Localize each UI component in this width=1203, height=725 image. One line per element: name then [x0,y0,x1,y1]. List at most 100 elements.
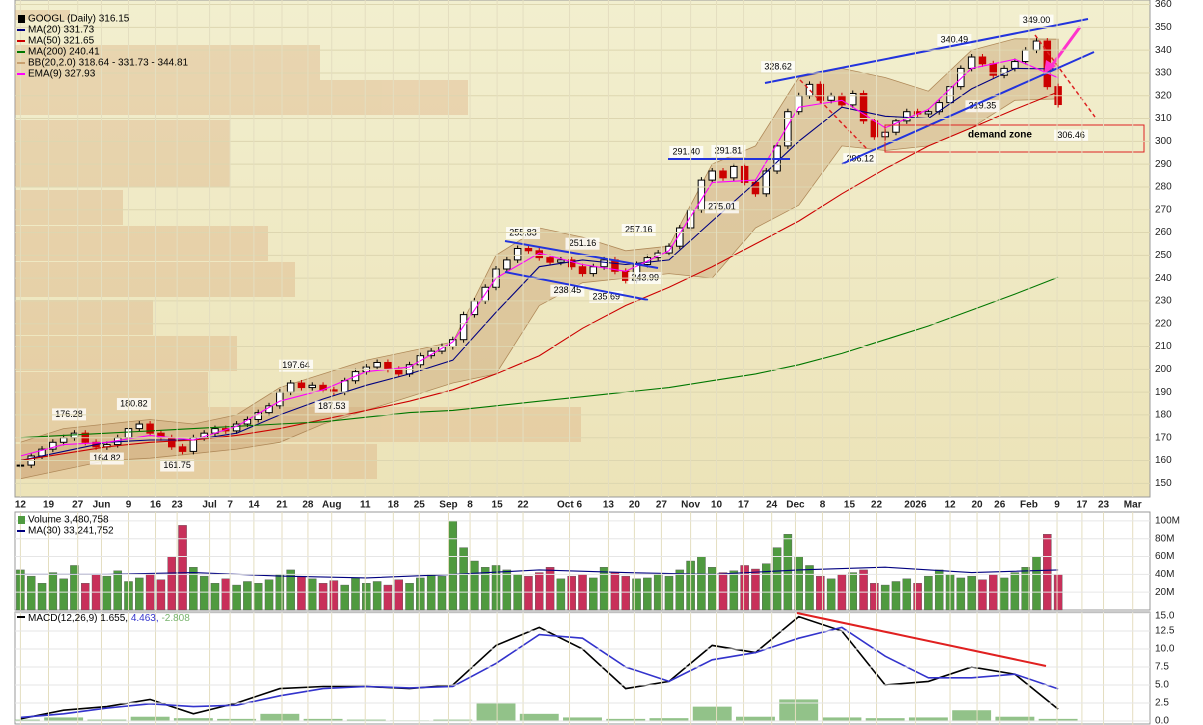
candle [665,245,673,254]
x-tick-label: 28 [302,500,314,511]
volume-bar [848,572,857,611]
macd-histogram-bar [433,719,473,722]
x-tick-label: 8 [820,500,826,511]
annotation: 291.40 [673,146,701,156]
x-tick-label: 7 [227,500,233,511]
volume-bar [524,575,533,611]
volume-bar [967,575,976,611]
volume-bar [1043,534,1052,611]
x-tick-label: 26 [994,500,1006,511]
x-tick-label: 21 [276,500,288,511]
candle [859,92,868,122]
volume-profile [15,10,581,479]
volume-bar [416,577,425,611]
annotation-box [116,398,151,411]
annotation: 197.64 [282,360,310,370]
volume-bar [999,577,1009,611]
x-tick-label: 25 [414,500,426,511]
y-tick-label: 0.0 [1155,716,1169,725]
annotation-box [761,61,796,74]
legend-entry: MA(30) 33,241,752 [28,526,114,537]
volume-bar [675,569,685,611]
macd-histogram-bar [606,718,646,722]
volume-bar [740,565,749,611]
x-tick-label: 15 [844,500,856,511]
annotation: 306.46 [1057,130,1085,140]
candle [178,446,187,452]
x-tick-label: 12 [15,500,27,511]
volume-bar [340,584,349,611]
volume-bar [610,572,620,611]
volume-bar [491,565,501,611]
y-tick-label: 220 [1155,318,1172,329]
volume-bar [308,578,317,611]
candle [135,423,144,430]
legend-entry: MA(200) 240.41 [28,47,100,58]
volume-bar [318,583,328,611]
volume-bar [210,583,220,611]
volume-bar [535,572,544,611]
candle [621,270,630,281]
legend-entry: MA(20) 331.73 [28,25,95,36]
x-tick-label: 23 [1098,500,1110,511]
volume-bar [1021,567,1030,611]
volume-bar [707,567,717,611]
x-tick-label: Jun [93,500,111,511]
macd-title: MACD(12,26,9) 1.655, 4.463, -2.808 [28,613,190,624]
volume-bar [26,575,36,611]
annotation: 340.49 [941,34,969,44]
volume-bar [383,584,393,611]
candle [978,56,987,65]
volume-bar [934,569,944,611]
y-tick-label: 360 [1155,0,1172,10]
annotation-box [669,145,704,158]
macd-histogram-bar [303,718,343,722]
volume-bar [232,584,241,611]
candle [719,170,727,179]
volume-bar [156,579,166,611]
volume-bar [135,577,144,611]
y-tick-label: 40M [1155,569,1174,580]
y-tick-label: 150 [1155,478,1172,489]
macd-histogram-bar [735,716,775,722]
x-tick-label: 9 [126,500,132,511]
candle [49,441,57,450]
macd-histogram-bar [563,717,602,722]
volume-bar [243,581,252,611]
x-tick-label: 23 [172,500,184,511]
candle [286,382,295,393]
legend-entry: 4.463, [131,613,159,624]
annotation-box [550,284,585,297]
candle [805,83,814,97]
candle [567,259,576,268]
volume-bar [253,583,263,611]
x-tick-label: 18 [388,500,400,511]
annotation-box [704,201,739,214]
candle [589,266,598,275]
y-tick-label: 15.0 [1155,611,1175,622]
annotation: 328.62 [764,61,792,71]
annotation: 164.82 [93,453,121,463]
x-tick-label: 24 [766,500,778,511]
candle [297,382,306,389]
y-tick-label: 250 [1155,250,1172,261]
legend-icon [18,15,25,23]
volume-bar [362,583,371,611]
volume-bar [329,580,339,611]
macd-histogram-bar [173,718,213,722]
macd-histogram-bar [87,719,127,722]
candle [1011,61,1019,69]
volume-bar [924,575,933,611]
annotation: 296.12 [847,154,875,164]
volume-bar [448,520,458,611]
volume-bar [167,556,176,611]
candle [427,350,435,357]
y-tick-label: 240 [1155,273,1172,284]
series-line [20,626,1059,719]
x-tick-label: 20 [629,500,641,511]
volume-bar [556,578,566,611]
macd-histogram-bar [779,699,819,722]
volume-bar [459,547,468,611]
volume-bar [437,575,447,611]
